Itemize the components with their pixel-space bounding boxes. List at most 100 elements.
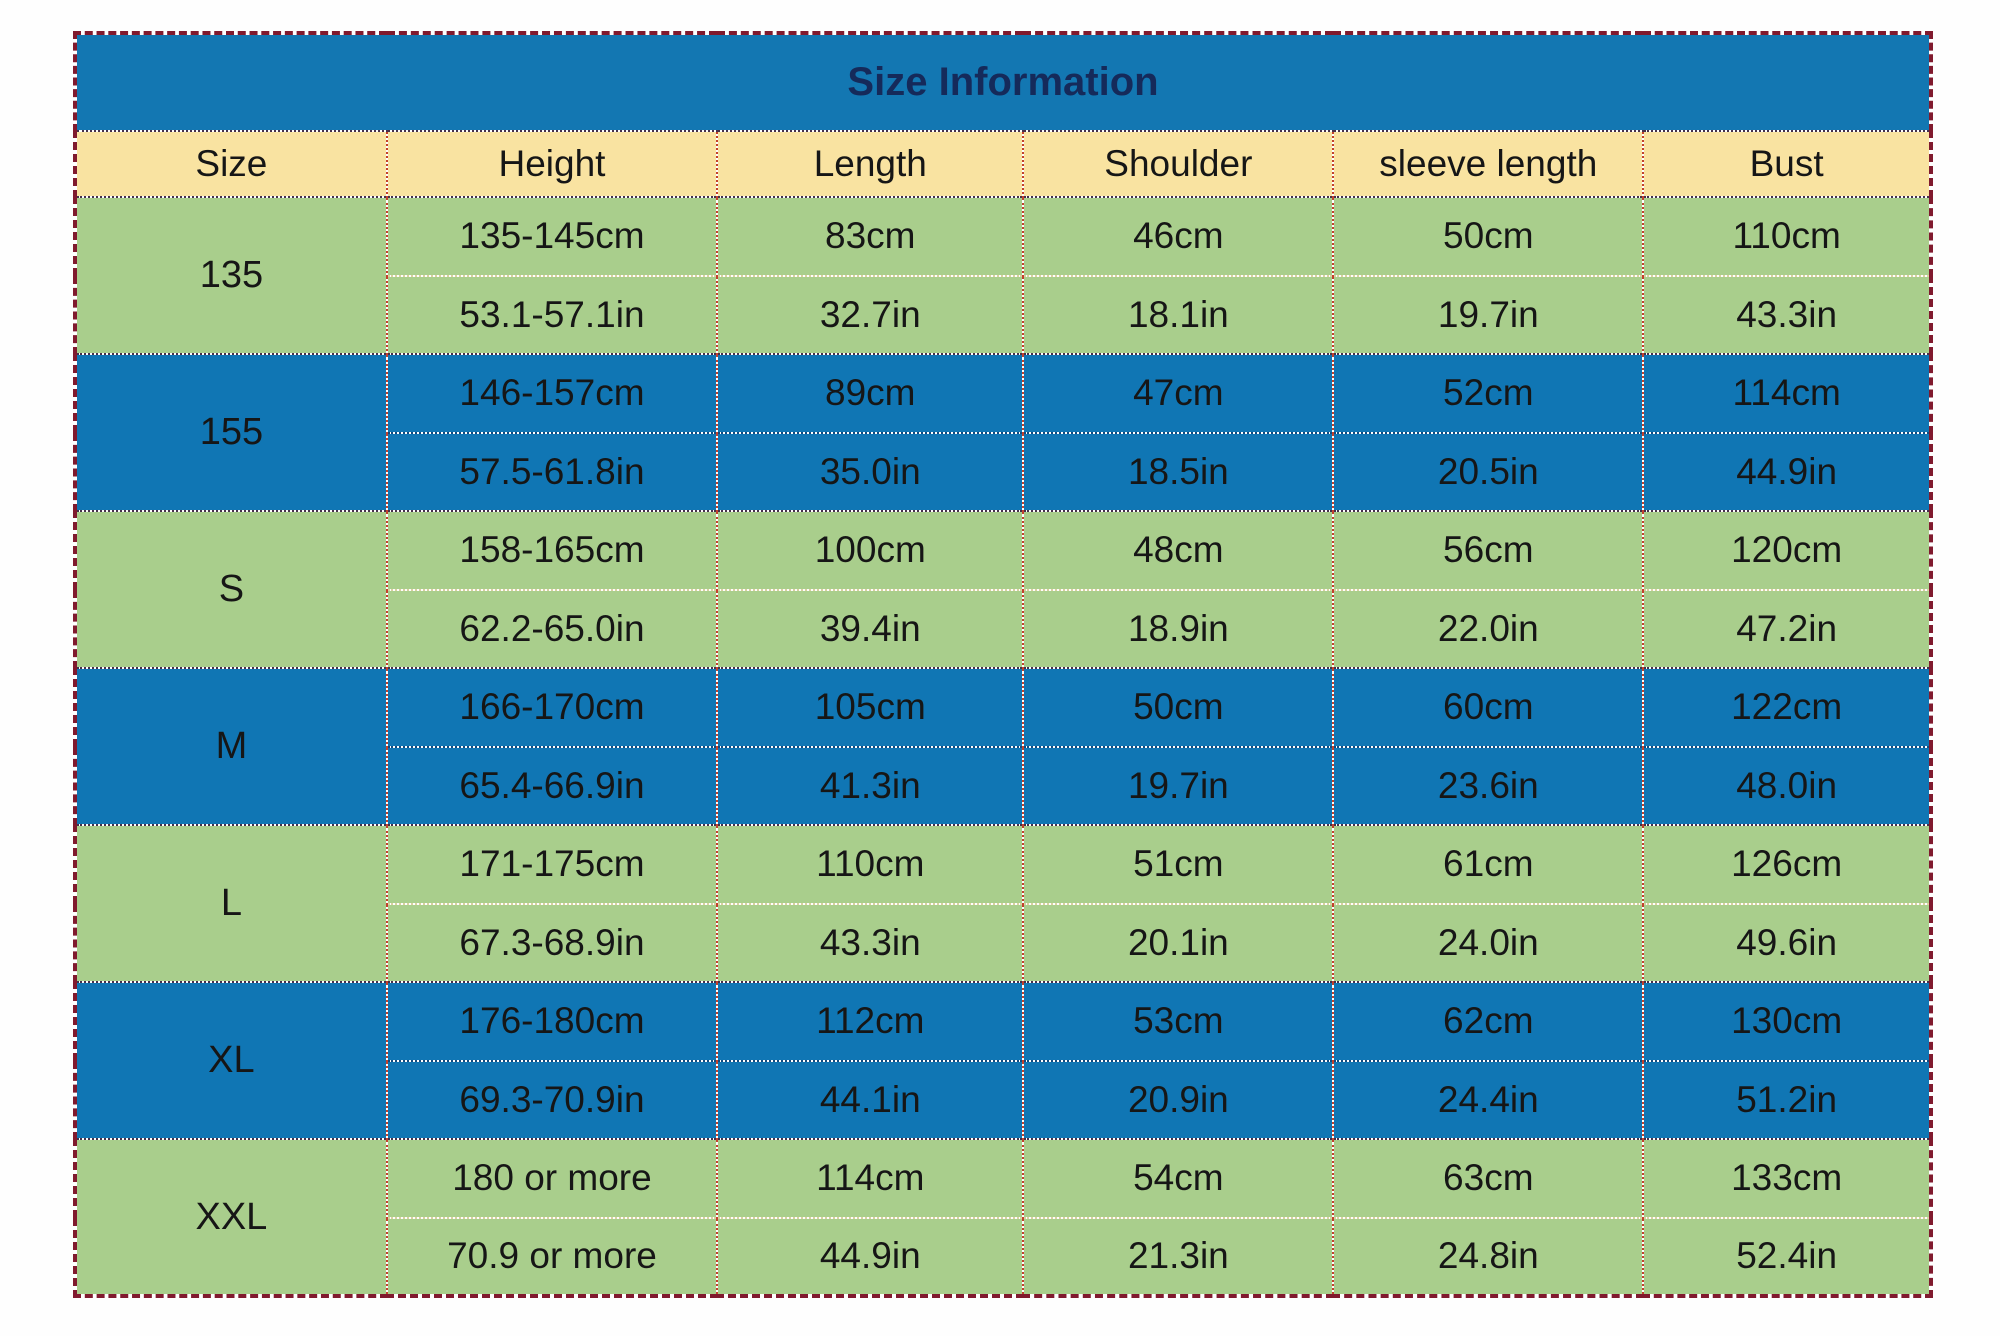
measurement-cell-cm: 89cm [716,353,1024,433]
measurement-cell-cm: 48cm [1022,510,1334,590]
size-label: M [74,667,387,825]
measurement-cell-cm: 51cm [1022,824,1334,904]
measurement-cell-inch: 23.6in [1332,745,1644,825]
title-row: Size Information [75,33,1931,131]
measurement-cell-inch: 53.1-57.1in [385,274,718,354]
measurement-cell-cm: 110cm [716,824,1024,904]
measurement-cell-inch: 48.0in [1642,745,1931,825]
measurement-cell-inch: 20.1in [1022,902,1334,982]
column-header-height: Height [385,130,718,197]
size-row-135-inch: 53.1-57.1in 32.7in 18.1in 19.7in 43.3in [75,274,1931,354]
size-row-xxl-inch: 70.9 or more 44.9in 21.3in 24.8in 52.4in [75,1216,1931,1296]
measurement-cell-inch: 20.5in [1332,431,1644,511]
table-title: Size Information [75,33,1931,131]
size-row-135-cm: 135 135-145cm 83cm 46cm 50cm 110cm [74,196,1931,354]
measurement-cell-inch: 18.9in [1022,588,1334,668]
measurement-cell-inch: 52.4in [1642,1216,1931,1296]
measurement-cell-inch: 20.9in [1022,1059,1334,1139]
measurement-cell-inch: 19.7in [1022,745,1334,825]
measurement-cell-cm: 56cm [1332,510,1644,590]
size-row-s-inch: 62.2-65.0in 39.4in 18.9in 22.0in 47.2in [75,588,1931,668]
measurement-cell-inch: 62.2-65.0in [385,588,718,668]
measurement-cell-cm: 166-170cm [385,667,718,747]
measurement-cell-cm: 62cm [1332,981,1644,1061]
measurement-cell-inch: 32.7in [716,274,1024,354]
size-label: S [74,510,387,668]
measurement-cell-cm: 114cm [716,1138,1024,1218]
column-header-length: Length [716,130,1024,197]
measurement-cell-inch: 47.2in [1642,588,1931,668]
size-row-xxl-cm: XXL 180 or more 114cm 54cm 63cm 133cm [74,1138,1931,1296]
measurement-cell-inch: 51.2in [1642,1059,1931,1139]
column-header-bust: Bust [1642,130,1931,197]
size-row-155-inch: 57.5-61.8in 35.0in 18.5in 20.5in 44.9in [75,431,1931,511]
measurement-cell-cm: 53cm [1022,981,1334,1061]
size-row-m-cm: M 166-170cm 105cm 50cm 60cm 122cm [74,667,1931,825]
measurement-cell-cm: 126cm [1642,824,1931,904]
measurement-cell-inch: 18.5in [1022,431,1334,511]
column-header-size: Size [74,130,387,197]
measurement-cell-cm: 46cm [1022,196,1334,276]
column-header-row: Size Height Length Shoulder sleeve length Bus… [74,130,1931,197]
measurement-cell-cm: 54cm [1022,1138,1334,1218]
size-label: L [74,824,387,982]
measurement-cell-inch: 19.7in [1332,274,1644,354]
measurement-cell-inch: 22.0in [1332,588,1644,668]
size-information-table: Size Information Size Height Length Shoulde… [73,31,1933,1298]
measurement-cell-cm: 135-145cm [385,196,718,276]
measurement-cell-cm: 158-165cm [385,510,718,590]
size-row-xl-cm: XL 176-180cm 112cm 53cm 62cm 130cm [74,981,1931,1139]
measurement-cell-inch: 18.1in [1022,274,1334,354]
measurement-cell-inch: 24.4in [1332,1059,1644,1139]
measurement-cell-inch: 24.8in [1332,1216,1644,1296]
size-label: 135 [74,196,387,354]
measurement-cell-inch: 41.3in [716,745,1024,825]
size-row-xl-inch: 69.3-70.9in 44.1in 20.9in 24.4in 51.2in [75,1059,1931,1139]
measurement-cell-cm: 120cm [1642,510,1931,590]
measurement-cell-cm: 105cm [716,667,1024,747]
size-label: 155 [74,353,387,511]
measurement-cell-cm: 112cm [716,981,1024,1061]
measurement-cell-cm: 50cm [1332,196,1644,276]
measurement-cell-cm: 52cm [1332,353,1644,433]
size-row-155-cm: 155 146-157cm 89cm 47cm 52cm 114cm [74,353,1931,511]
measurement-cell-inch: 65.4-66.9in [385,745,718,825]
measurement-cell-inch: 43.3in [716,902,1024,982]
measurement-cell-cm: 176-180cm [385,981,718,1061]
measurement-cell-inch: 43.3in [1642,274,1931,354]
measurement-cell-cm: 63cm [1332,1138,1644,1218]
measurement-cell-inch: 70.9 or more [385,1216,718,1296]
size-label: XL [74,981,387,1139]
measurement-cell-cm: 83cm [716,196,1024,276]
measurement-cell-cm: 130cm [1642,981,1931,1061]
size-row-s-cm: S 158-165cm 100cm 48cm 56cm 120cm [74,510,1931,668]
measurement-cell-cm: 47cm [1022,353,1334,433]
size-label: XXL [74,1138,387,1296]
measurement-cell-inch: 57.5-61.8in [385,431,718,511]
measurement-cell-inch: 67.3-68.9in [385,902,718,982]
measurement-cell-cm: 60cm [1332,667,1644,747]
measurement-cell-cm: 171-175cm [385,824,718,904]
measurement-cell-inch: 44.9in [716,1216,1024,1296]
measurement-cell-inch: 69.3-70.9in [385,1059,718,1139]
measurement-cell-cm: 133cm [1642,1138,1931,1218]
measurement-cell-cm: 114cm [1642,353,1931,433]
measurement-cell-cm: 61cm [1332,824,1644,904]
size-row-l-inch: 67.3-68.9in 43.3in 20.1in 24.0in 49.6in [75,902,1931,982]
measurement-cell-inch: 44.1in [716,1059,1024,1139]
size-row-m-inch: 65.4-66.9in 41.3in 19.7in 23.6in 48.0in [75,745,1931,825]
column-header-shoulder: Shoulder [1022,130,1334,197]
size-row-l-cm: L 171-175cm 110cm 51cm 61cm 126cm [74,824,1931,982]
measurement-cell-inch: 35.0in [716,431,1024,511]
measurement-cell-cm: 180 or more [385,1138,718,1218]
measurement-cell-cm: 50cm [1022,667,1334,747]
measurement-cell-cm: 110cm [1642,196,1931,276]
measurement-cell-inch: 24.0in [1332,902,1644,982]
measurement-cell-inch: 21.3in [1022,1216,1334,1296]
measurement-cell-inch: 49.6in [1642,902,1931,982]
measurement-cell-inch: 39.4in [716,588,1024,668]
measurement-cell-inch: 44.9in [1642,431,1931,511]
column-header-sleeve-length: sleeve length [1332,130,1644,197]
measurement-cell-cm: 146-157cm [385,353,718,433]
